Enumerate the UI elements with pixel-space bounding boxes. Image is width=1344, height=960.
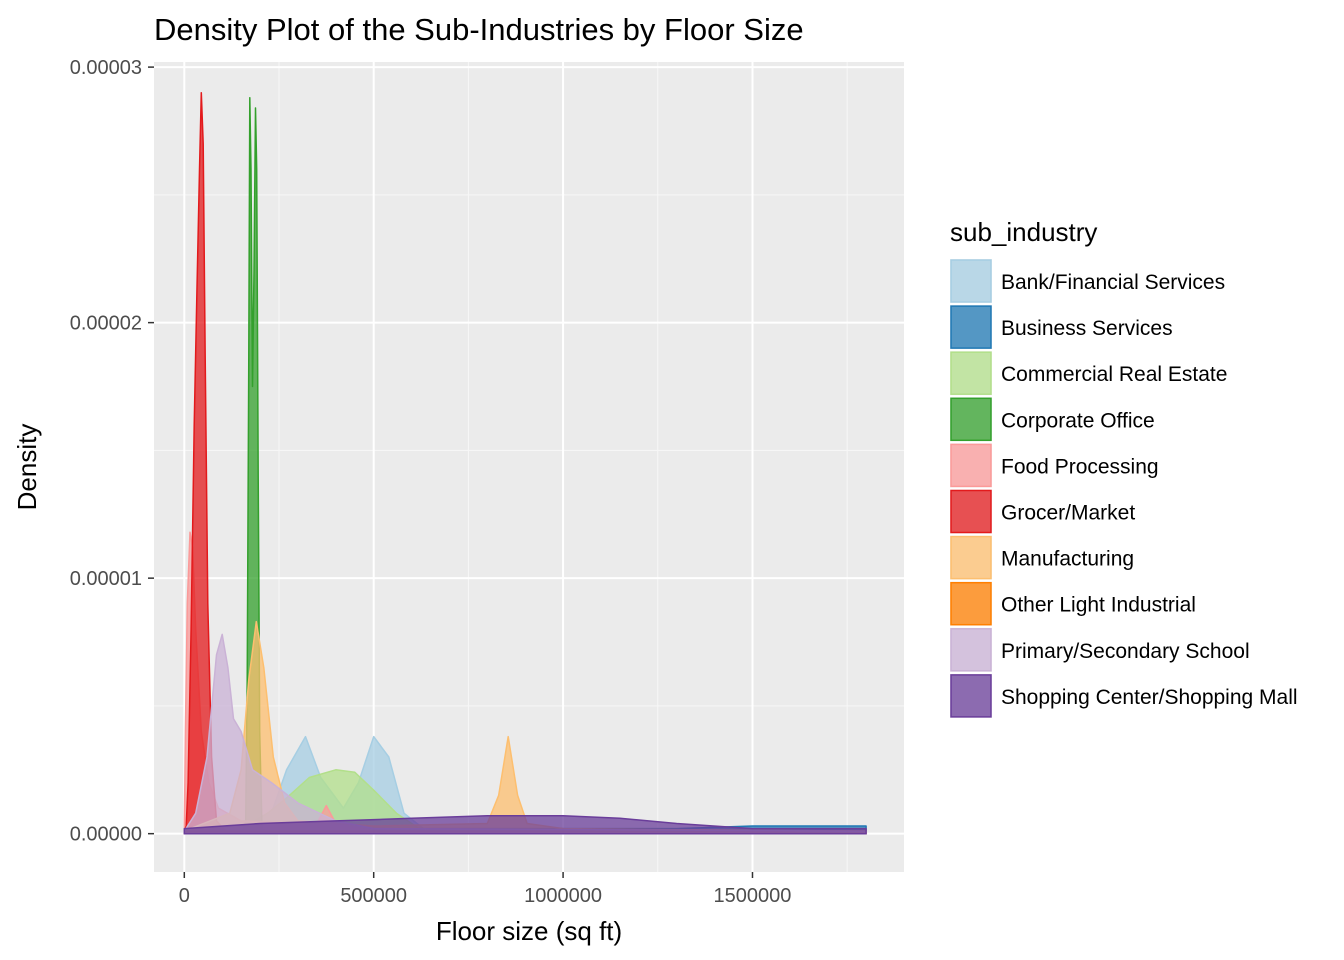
- y-tick-label: 0.00001: [70, 568, 142, 590]
- x-tick-label: 500000: [340, 885, 407, 907]
- y-tick-label: 0.00003: [70, 57, 142, 79]
- legend-label: Manufacturing: [1001, 548, 1134, 571]
- legend-label: Commercial Real Estate: [1001, 363, 1227, 386]
- legend-label: Shopping Center/Shopping Mall: [1001, 686, 1298, 709]
- legend-swatch: [950, 489, 992, 534]
- legend-label: Grocer/Market: [1001, 502, 1135, 525]
- x-tick-label: 0: [179, 885, 190, 907]
- legend-swatch: [950, 443, 992, 488]
- legend-items: Bank/Financial Services Business Services…: [950, 259, 1298, 718]
- legend-label: Other Light Industrial: [1001, 594, 1196, 617]
- legend-swatch: [950, 535, 992, 580]
- minor-gridlines: [154, 62, 904, 872]
- legend-label: Corporate Office: [1001, 409, 1155, 432]
- x-axis: 0 500000 1000000 1500000: [179, 872, 792, 907]
- x-tick-label: 1000000: [524, 885, 602, 907]
- legend-swatch: [950, 628, 992, 672]
- legend-title: sub_industry: [950, 217, 1097, 247]
- legend-label: Business Services: [1001, 317, 1173, 340]
- y-axis-title: Density: [12, 424, 42, 511]
- legend-swatch: [950, 351, 992, 395]
- legend-swatch: [950, 397, 992, 442]
- legend-label: Bank/Financial Services: [1001, 271, 1225, 294]
- x-axis-title: Floor size (sq ft): [436, 916, 622, 946]
- y-tick-label: 0.00002: [70, 313, 142, 335]
- major-gridlines: [154, 62, 904, 872]
- density-area: [183, 815, 867, 835]
- legend-swatch: [950, 305, 992, 349]
- density-areas: [183, 91, 867, 835]
- y-axis: 0.00000 0.00001 0.00002 0.00003: [70, 57, 154, 846]
- legend-label: Food Processing: [1001, 455, 1159, 478]
- legend-swatch: [950, 674, 992, 718]
- legend-swatch: [950, 259, 992, 303]
- legend: sub_industry Bank/Financial Services Busi…: [950, 217, 1298, 718]
- legend-label: Primary/Secondary School: [1001, 640, 1250, 663]
- chart-title: Density Plot of the Sub-Industries by Fl…: [154, 12, 804, 47]
- x-tick-label: 1500000: [714, 885, 792, 907]
- legend-swatch: [950, 581, 992, 626]
- y-tick-label: 0.00000: [70, 824, 142, 846]
